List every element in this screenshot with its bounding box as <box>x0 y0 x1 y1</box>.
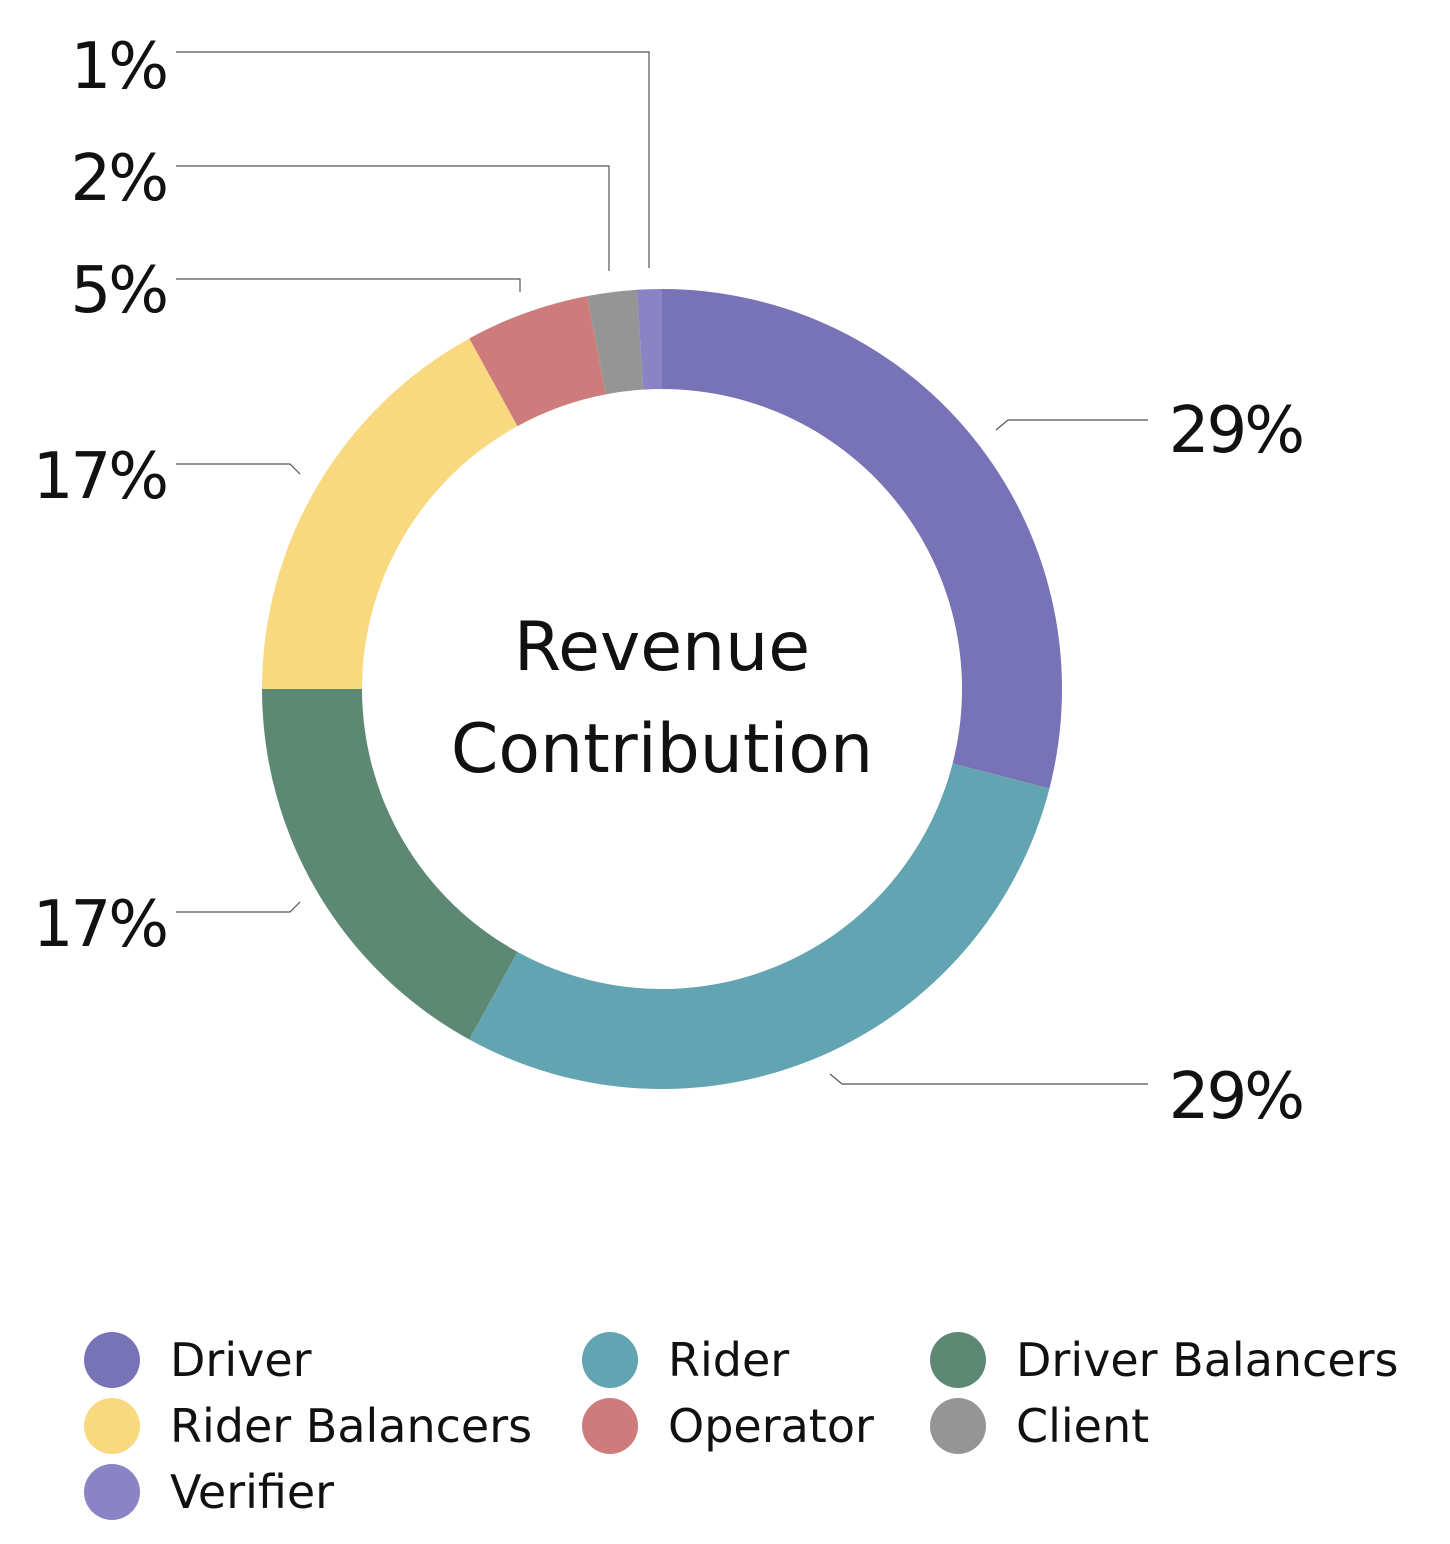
legend-item-rider-balancers: Rider Balancers <box>84 1396 532 1456</box>
legend-item-verifier: Verifier <box>84 1462 334 1522</box>
leader-line-rider <box>829 1073 1148 1085</box>
legend-swatch-rider <box>582 1332 638 1388</box>
legend-item-rider: Rider <box>582 1330 789 1390</box>
legend-label-operator: Operator <box>668 1399 874 1453</box>
data-label-verifier: 1% <box>70 30 166 104</box>
legend-swatch-verifier <box>84 1464 140 1520</box>
data-label-rider: 29% <box>1169 1060 1302 1134</box>
percentage-labels: 29% 29% 17% 17% 5% 2% 1% <box>33 30 1305 1134</box>
legend-swatch-client <box>930 1398 986 1454</box>
legend-item-driver-balancers: Driver Balancers <box>930 1330 1399 1390</box>
data-label-client: 2% <box>70 142 166 216</box>
data-label-driver-balancers: 17% <box>33 888 166 962</box>
leader-line-operator <box>176 278 521 292</box>
chart-title-line-1: Revenue <box>514 608 810 687</box>
slice-verifier <box>636 289 662 390</box>
data-label-operator: 5% <box>70 254 166 328</box>
legend-label-verifier: Verifier <box>170 1465 335 1519</box>
slice-rider-balancers <box>262 338 518 689</box>
legend-label-driver-balancers: Driver Balancers <box>1016 1333 1399 1387</box>
leader-line-verifier <box>176 51 650 268</box>
legend-swatch-driver <box>84 1332 140 1388</box>
legend-label-client: Client <box>1016 1399 1150 1453</box>
data-label-driver: 29% <box>1169 394 1302 468</box>
legend-label-driver: Driver <box>170 1333 312 1387</box>
chart-title-line-2: Contribution <box>451 710 873 789</box>
leader-line-driver <box>995 419 1148 431</box>
slice-client <box>587 289 644 395</box>
leader-line-rider-balancers <box>176 463 301 475</box>
legend-swatch-operator <box>582 1398 638 1454</box>
data-label-rider-balancers: 17% <box>33 440 166 514</box>
leader-line-client <box>176 165 610 271</box>
slice-rider <box>469 763 1050 1089</box>
slice-driver <box>662 289 1062 789</box>
legend-item-operator: Operator <box>582 1396 874 1456</box>
donut-chart: 29% 29% 17% 17% 5% 2% 1% Revenue Contribution <box>33 30 1305 1134</box>
legend-label-rider: Rider <box>668 1333 790 1387</box>
leader-line-driver-balancers <box>176 901 301 913</box>
slice-operator <box>469 296 606 427</box>
legend-swatch-rider-balancers <box>84 1398 140 1454</box>
slice-driver-balancers <box>262 689 518 1040</box>
legend-item-client: Client <box>930 1396 1149 1456</box>
legend-item-driver: Driver <box>84 1330 312 1390</box>
legend-label-rider-balancers: Rider Balancers <box>170 1399 533 1453</box>
donut-slices <box>262 289 1062 1089</box>
legend-swatch-driver-balancers <box>930 1332 986 1388</box>
leader-lines <box>176 51 1148 1085</box>
